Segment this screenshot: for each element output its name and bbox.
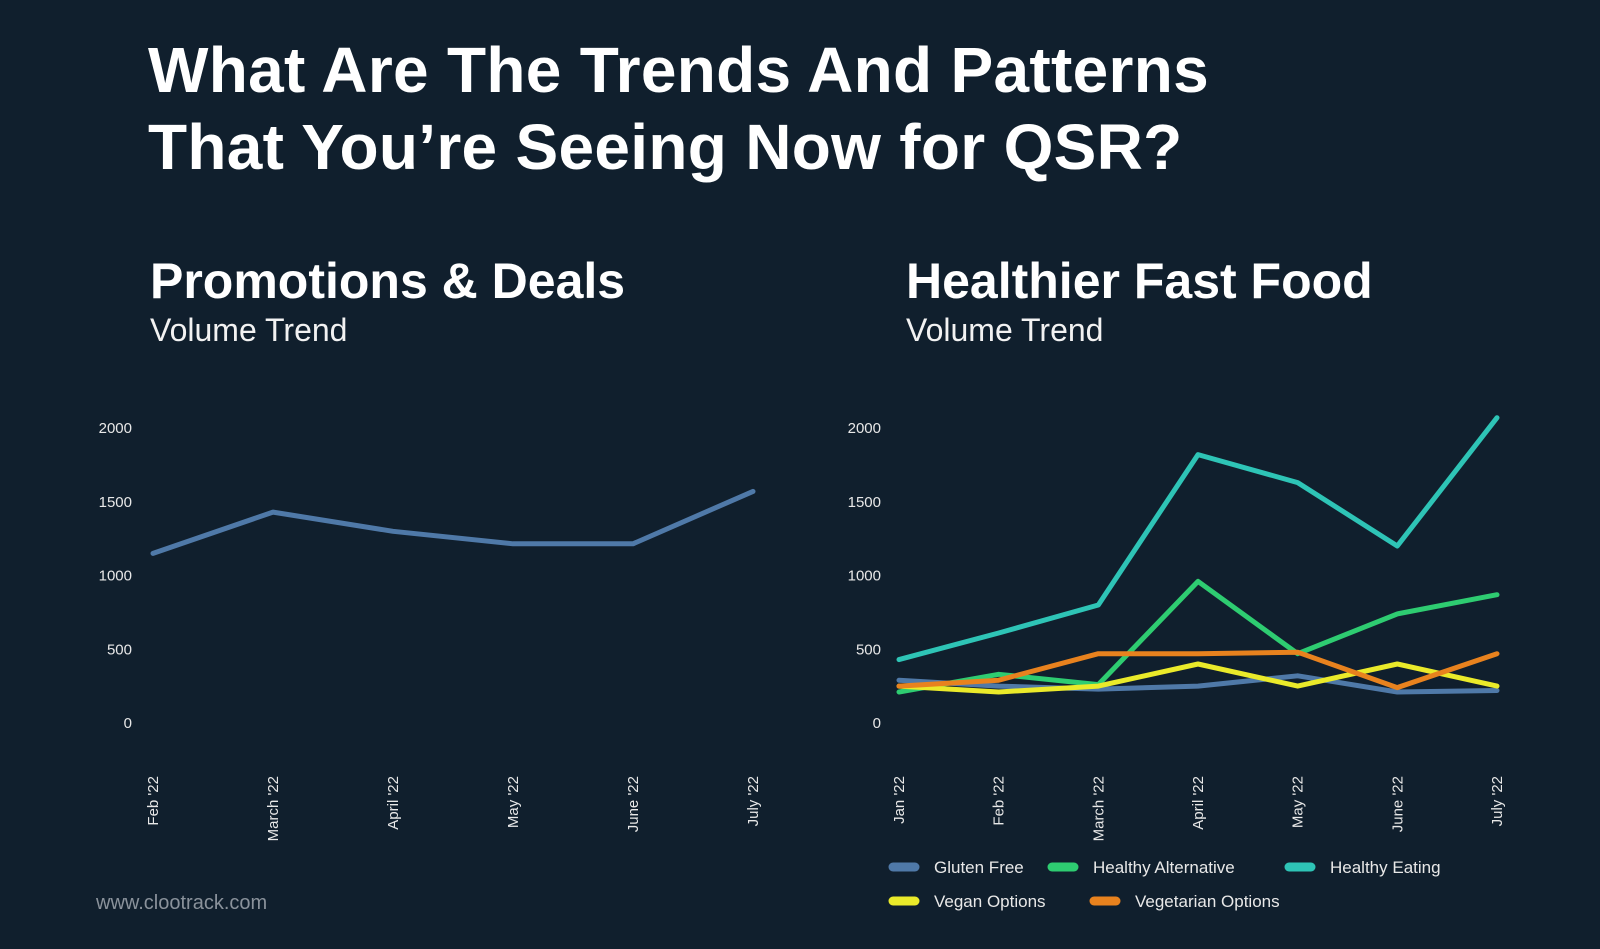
right-series-line-healthy-alternative: [896, 578, 1500, 695]
left-y-tick-label: 2000: [99, 420, 132, 437]
legend-label: Healthy Eating: [1330, 858, 1441, 877]
left-y-tick-label: 1500: [99, 494, 132, 511]
right-chart-subtitle: Volume Trend: [906, 312, 1104, 348]
right-x-tick-label: July '22: [1489, 776, 1506, 826]
left-x-tick-label: June '22: [625, 776, 642, 832]
footer-url: www.clootrack.com: [96, 892, 268, 914]
right-series-line-healthy-eating: [896, 415, 1500, 663]
right-y-tick-label: 1500: [848, 494, 881, 511]
legend-label: Vegan Options: [934, 892, 1046, 911]
right-y-tick-label: 2000: [848, 420, 881, 437]
right-series-line-vegetarian-options: [896, 649, 1500, 691]
right-x-tick-label: March '22: [1090, 776, 1107, 841]
left-y-tick-label: 0: [124, 715, 132, 732]
right-y-tick-label: 1000: [848, 568, 881, 585]
legend-label: Vegetarian Options: [1135, 892, 1280, 911]
right-x-tick-label: Jan '22: [891, 776, 908, 824]
right-series-line-gluten-free: [896, 673, 1500, 695]
left-x-tick-label: July '22: [745, 776, 762, 826]
left-x-tick-label: April '22: [385, 776, 402, 830]
left-series-line-0: [150, 488, 756, 556]
left-y-tick-label: 1000: [99, 568, 132, 585]
right-x-tick-label: May '22: [1290, 776, 1307, 828]
right-chart-title: Healthier Fast Food: [906, 253, 1373, 309]
right-x-tick-label: Feb '22: [991, 776, 1008, 826]
left-chart-title: Promotions & Deals: [150, 253, 626, 309]
right-y-tick-label: 500: [856, 641, 881, 658]
legend-label: Healthy Alternative: [1093, 858, 1235, 877]
legend-label: Gluten Free: [934, 858, 1024, 877]
page-title: What Are The Trends And Patterns That Yo…: [148, 32, 1209, 186]
right-x-tick-label: June '22: [1389, 776, 1406, 832]
left-x-tick-label: Feb '22: [145, 776, 162, 826]
left-chart-subtitle: Volume Trend: [150, 312, 348, 348]
title-line-1: What Are The Trends And Patterns: [148, 34, 1210, 106]
left-x-tick-label: March '22: [265, 776, 282, 841]
left-y-tick-label: 500: [107, 641, 132, 658]
left-x-tick-label: May '22: [505, 776, 522, 828]
right-x-tick-label: April '22: [1190, 776, 1207, 830]
right-series-line-vegan-options: [896, 661, 1500, 695]
right-y-tick-label: 0: [873, 715, 881, 732]
title-line-2: That You’re Seeing Now for QSR?: [148, 111, 1183, 183]
